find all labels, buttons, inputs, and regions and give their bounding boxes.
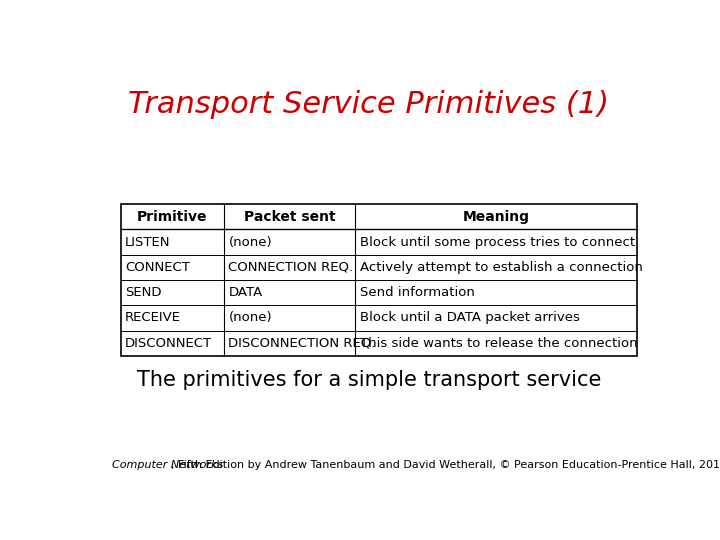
Text: Send information: Send information: [359, 286, 474, 299]
Text: LISTEN: LISTEN: [125, 235, 171, 248]
Text: Block until a DATA packet arrives: Block until a DATA packet arrives: [359, 312, 580, 325]
Text: , Fifth Edition by Andrew Tanenbaum and David Wetherall, © Pearson Education-Pre: , Fifth Edition by Andrew Tanenbaum and …: [171, 460, 720, 470]
Text: RECEIVE: RECEIVE: [125, 312, 181, 325]
Text: Actively attempt to establish a connection: Actively attempt to establish a connecti…: [359, 261, 642, 274]
Bar: [121, 204, 636, 356]
Text: (none): (none): [228, 235, 272, 248]
Text: Primitive: Primitive: [137, 210, 207, 224]
Text: Block until some process tries to connect: Block until some process tries to connec…: [359, 235, 634, 248]
Text: Transport Service Primitives (1): Transport Service Primitives (1): [128, 90, 610, 119]
Text: This side wants to release the connection: This side wants to release the connectio…: [359, 337, 637, 350]
Text: SEND: SEND: [125, 286, 162, 299]
Text: DATA: DATA: [228, 286, 263, 299]
Text: (none): (none): [228, 312, 272, 325]
Text: Meaning: Meaning: [462, 210, 529, 224]
Text: CONNECT: CONNECT: [125, 261, 190, 274]
Text: DISCONNECT: DISCONNECT: [125, 337, 212, 350]
Text: Packet sent: Packet sent: [243, 210, 336, 224]
Text: Computer Networks: Computer Networks: [112, 460, 224, 470]
Text: CONNECTION REQ.: CONNECTION REQ.: [228, 261, 354, 274]
Text: The primitives for a simple transport service: The primitives for a simple transport se…: [137, 370, 601, 390]
Text: DISCONNECTION REQ.: DISCONNECTION REQ.: [228, 337, 376, 350]
